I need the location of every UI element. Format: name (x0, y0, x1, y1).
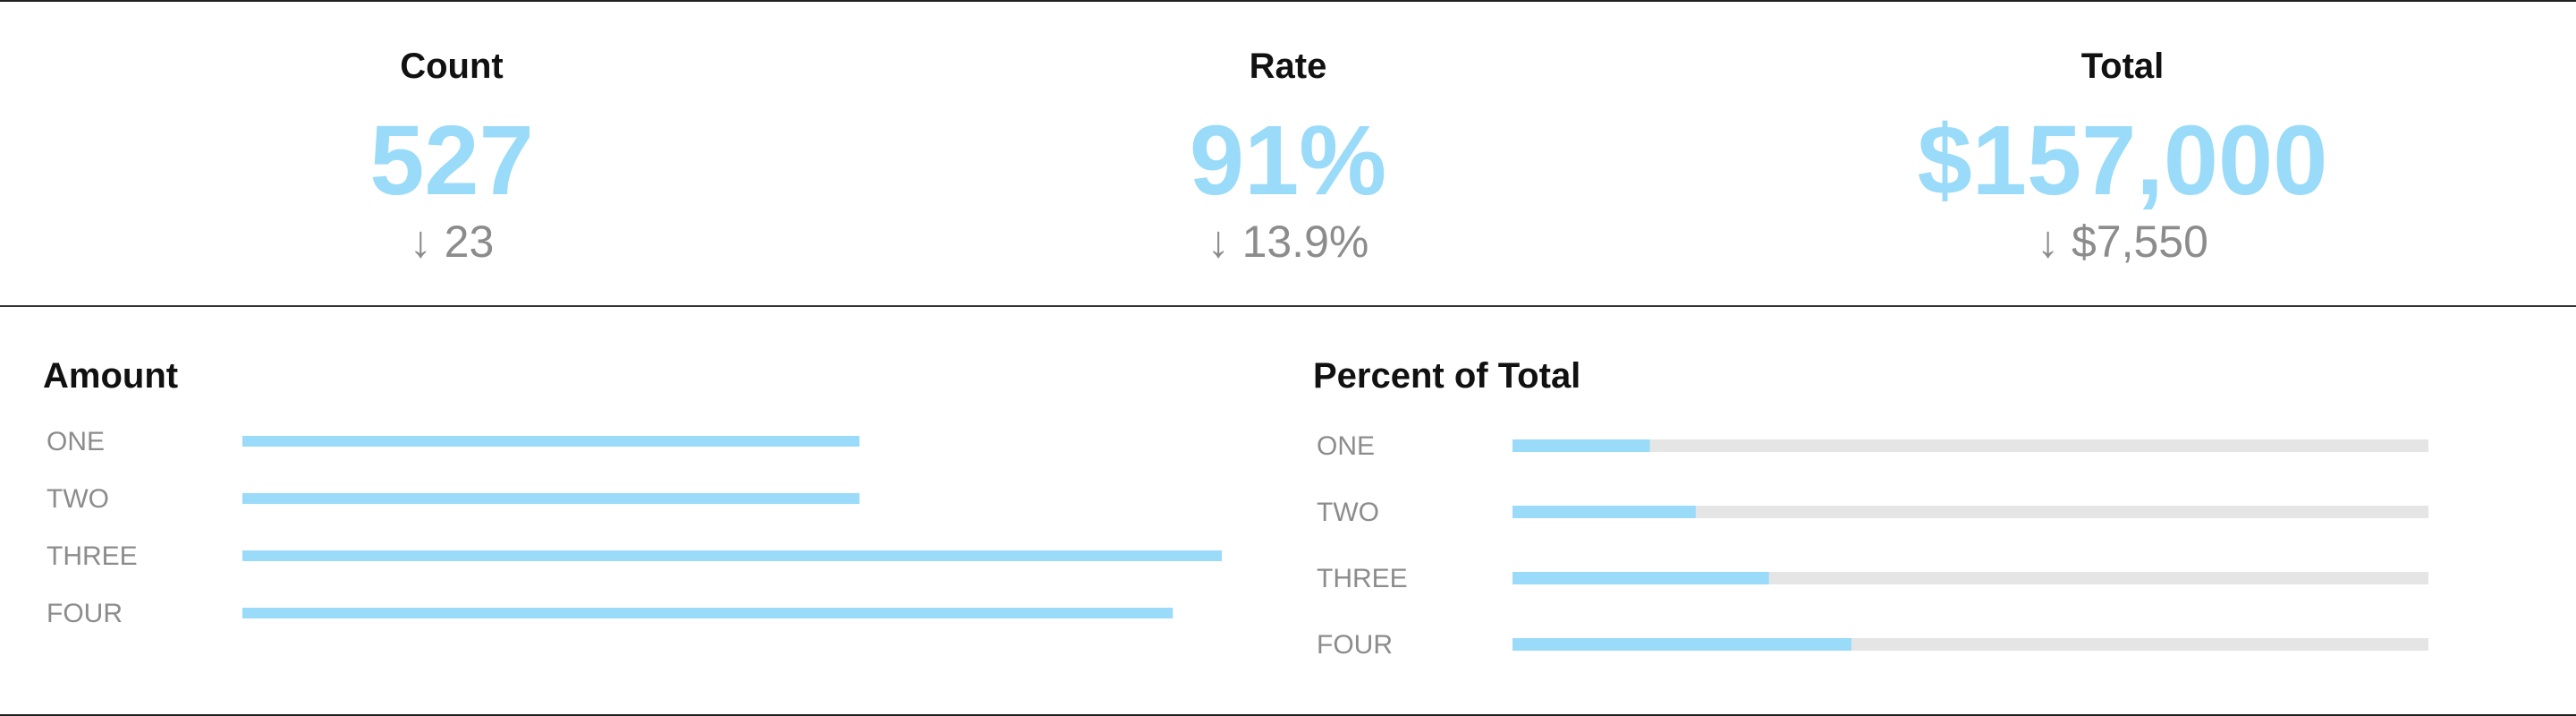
amount-bar-chart: ONE TWO THREE FOUR (47, 427, 1222, 628)
kpi-delta: ↓ $7,550 (1854, 215, 2391, 268)
kpi-delta-value: $7,550 (2071, 217, 2208, 267)
bar (242, 550, 1222, 561)
bar (242, 436, 860, 447)
section-divider (0, 305, 2576, 307)
kpi-value: $157,000 (1917, 106, 2328, 216)
kpi-label: Total (2080, 47, 2165, 86)
kpi-delta: ↓ 13.9% (1020, 215, 1556, 268)
kpi-delta-value: 23 (444, 217, 495, 267)
category-label: TWO (47, 484, 109, 514)
down-arrow-icon: ↓ (409, 217, 432, 267)
kpi-label: Count (400, 47, 504, 86)
kpi-delta-value: 13.9% (1241, 217, 1369, 267)
down-arrow-icon: ↓ (1207, 217, 1230, 267)
bar (1513, 439, 1650, 452)
bar-track (1513, 439, 2428, 452)
bar (1513, 506, 1696, 518)
bar (242, 493, 860, 504)
category-label: THREE (1317, 564, 1408, 593)
category-label: THREE (47, 541, 138, 571)
kpi-value: 91% (1189, 106, 1387, 216)
category-label: TWO (1317, 498, 1379, 527)
category-label: ONE (1317, 431, 1375, 461)
bar (242, 608, 1174, 618)
category-label: FOUR (47, 599, 123, 628)
percent-of-total-bar-chart: ONE TWO THREE FOUR (1317, 431, 2428, 660)
category-label: FOUR (1317, 630, 1393, 660)
bar (1513, 572, 1769, 584)
amount-chart-title: Amount (43, 356, 179, 396)
down-arrow-icon: ↓ (2037, 217, 2060, 267)
bar (1513, 638, 1852, 651)
kpi-value: 527 (369, 106, 534, 216)
percent-chart-title: Percent of Total (1313, 356, 1581, 396)
kpi-delta: ↓ 23 (183, 215, 720, 268)
kpi-label: Rate (1249, 47, 1327, 86)
category-label: ONE (47, 427, 105, 456)
bar-track (1513, 506, 2428, 518)
